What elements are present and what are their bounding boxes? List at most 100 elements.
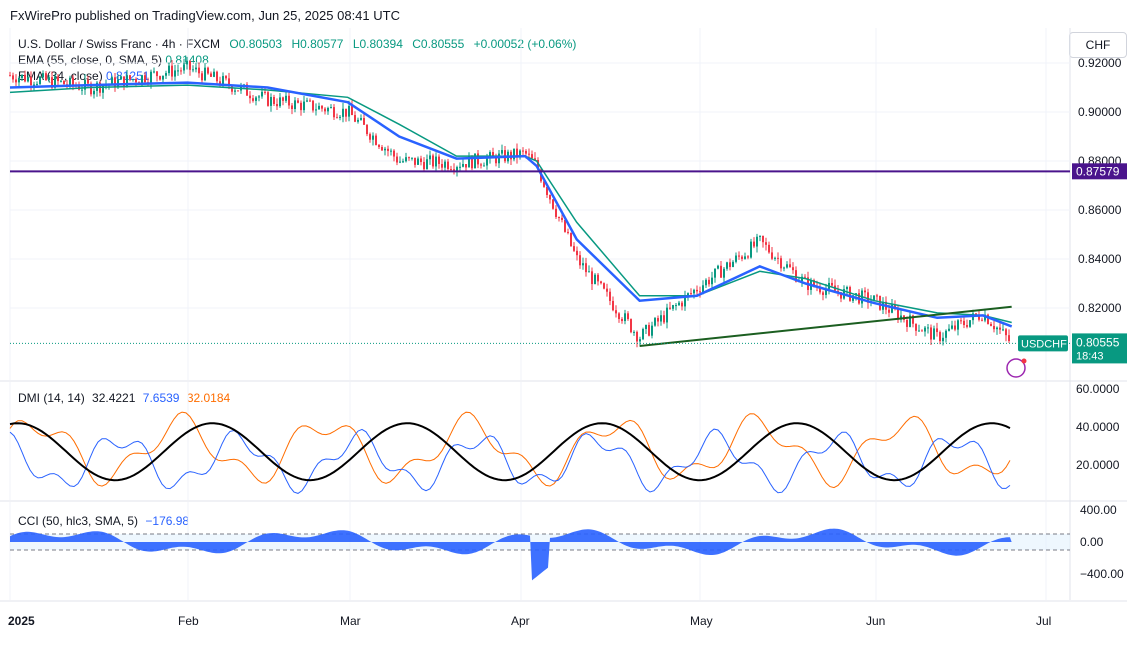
- candle-body: [15, 79, 17, 83]
- candle-body: [705, 279, 707, 286]
- candle-body: [744, 256, 746, 259]
- alert-icon[interactable]: [1006, 358, 1026, 378]
- candle-body: [723, 268, 725, 278]
- candle-body: [1005, 329, 1007, 336]
- candle-body: [600, 281, 602, 284]
- candle-body: [366, 124, 368, 135]
- candle-body: [1008, 335, 1010, 342]
- candle-body: [408, 157, 410, 159]
- candle-body: [426, 159, 428, 170]
- candle-body: [738, 255, 740, 257]
- last-price-tag: [1072, 333, 1127, 364]
- dmi-tick-label: 40.0000: [1076, 420, 1120, 434]
- candle-body: [858, 293, 860, 304]
- candle-body: [243, 84, 245, 86]
- candle-body: [567, 231, 569, 233]
- candle-body: [654, 318, 656, 326]
- candle-body: [294, 100, 296, 110]
- dmi-label[interactable]: DMI (14, 14): [18, 391, 85, 405]
- candle-body: [852, 295, 854, 301]
- candle-body: [660, 315, 662, 322]
- ema34-line: [9, 81, 1013, 328]
- candle-body: [324, 108, 326, 112]
- candle-body: [912, 315, 914, 324]
- candle-body: [804, 276, 806, 278]
- currency-button[interactable]: CHF: [1069, 32, 1127, 58]
- candle-body: [924, 327, 926, 332]
- candle-body: [390, 150, 392, 152]
- candle-body: [81, 89, 83, 91]
- candle-body: [909, 315, 911, 327]
- candle-body: [477, 153, 479, 165]
- candle-body: [918, 330, 920, 332]
- candle-body: [783, 267, 785, 269]
- candle-body: [984, 314, 986, 321]
- candle-body: [372, 135, 374, 140]
- price-tick-label: 0.86000: [1078, 203, 1122, 217]
- candle-body: [261, 91, 263, 97]
- candle-body: [624, 313, 626, 322]
- candle-body: [891, 304, 893, 313]
- candle-body: [321, 105, 323, 109]
- candle-body: [447, 161, 449, 170]
- price-tick-label: 0.90000: [1078, 105, 1122, 119]
- candle-body: [327, 107, 329, 112]
- candle-body: [714, 268, 716, 278]
- candle-body: [93, 90, 95, 95]
- candle-body: [930, 327, 932, 340]
- symbol-title[interactable]: U.S. Dollar / Swiss Franc · 4h · FXCM: [18, 37, 221, 51]
- candle-body: [108, 84, 110, 86]
- candle-body: [36, 83, 38, 85]
- candle-body: [402, 161, 404, 163]
- candle-body: [771, 252, 773, 259]
- candle-body: [645, 324, 647, 330]
- candle-body: [735, 255, 737, 262]
- candle-body: [921, 330, 923, 332]
- cci-label[interactable]: CCI (50, hlc3, SMA, 5): [18, 514, 139, 528]
- candle-body: [540, 169, 542, 182]
- candle-body: [996, 327, 998, 330]
- candle-body: [849, 287, 851, 301]
- low-value: L0.80394: [352, 37, 403, 51]
- candle-body: [810, 280, 812, 290]
- ema55-label[interactable]: EMA (55, close, 0, SMA, 5): [18, 53, 163, 67]
- candle-body: [531, 154, 533, 159]
- candle-body: [621, 319, 623, 322]
- candle-body: [231, 85, 233, 92]
- candle-body: [381, 147, 383, 151]
- candle-body: [993, 325, 995, 330]
- candle-body: [273, 96, 275, 105]
- candle-body: [102, 85, 104, 93]
- dmi-legend: DMI (14, 14) 32.4221 7.6539 32.0184: [18, 390, 230, 406]
- candle-body: [534, 158, 536, 160]
- close-value: C0.80555: [412, 37, 465, 51]
- candle-body: [591, 271, 593, 285]
- candle-body: [864, 290, 866, 293]
- candle-body: [813, 280, 815, 287]
- candle-body: [495, 155, 497, 164]
- candle-body: [564, 219, 566, 232]
- candle-body: [834, 285, 836, 291]
- time-tick-label: Jun: [866, 614, 885, 628]
- ema34-label[interactable]: EMA (34, close): [18, 69, 103, 83]
- candle-body: [861, 290, 863, 304]
- candle-body: [75, 84, 77, 87]
- candle-body: [105, 84, 107, 86]
- candle-body: [969, 320, 971, 327]
- candle-body: [747, 256, 749, 258]
- candle-body: [363, 118, 365, 125]
- candle-body: [348, 105, 350, 117]
- candle-body: [603, 283, 605, 289]
- candle-body: [729, 262, 731, 267]
- candle-body: [765, 242, 767, 245]
- cci-tick-label: 400.00: [1080, 503, 1117, 517]
- candle-body: [282, 97, 284, 101]
- candle-body: [948, 328, 950, 331]
- candle-body: [900, 315, 902, 320]
- price-tick-label: 0.92000: [1078, 56, 1122, 70]
- candle-body: [936, 328, 938, 333]
- candle-body: [870, 300, 872, 303]
- candle-body: [633, 331, 635, 333]
- dmi-plus-di-line: [9, 428, 1011, 494]
